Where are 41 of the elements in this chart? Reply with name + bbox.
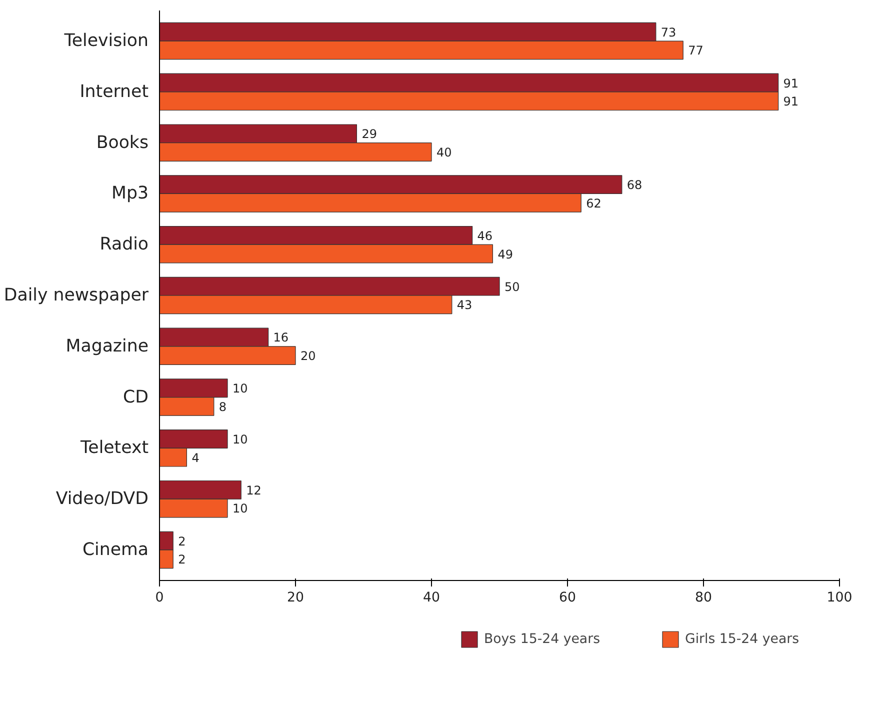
x-tick-label: 40 [423, 590, 440, 606]
data-label: 43 [456, 298, 472, 312]
x-tick-label: 0 [155, 590, 164, 606]
data-label: 46 [477, 228, 493, 243]
y-tick-label: Teletext [80, 438, 149, 458]
data-label: 62 [586, 196, 602, 210]
y-tick-label: Video/DVD [56, 489, 148, 510]
legend-label: Girls 15-24 years [685, 632, 800, 646]
x-tick-label: 100 [826, 590, 852, 606]
data-label: 10 [232, 502, 248, 516]
data-label: 91 [783, 76, 799, 90]
data-label: 16 [273, 330, 289, 345]
data-label: 29 [362, 127, 377, 142]
y-tick-label: CD [123, 387, 149, 408]
x-tick-label: 80 [695, 590, 712, 606]
data-label: 8 [218, 400, 227, 414]
x-tick-label: 60 [559, 590, 576, 606]
y-tick-label: Magazine [66, 336, 149, 356]
data-label: 2 [178, 552, 186, 567]
data-label: 40 [436, 145, 452, 160]
x-tick-label: 20 [287, 590, 304, 606]
y-tick-label: Cinema [82, 540, 149, 560]
data-label: 68 [626, 178, 642, 192]
y-tick-label: Mp3 [112, 184, 149, 204]
y-tick-label: Books [96, 132, 149, 153]
data-label: 73 [660, 25, 676, 40]
y-tick-label: Internet [80, 82, 149, 102]
data-label: 12 [246, 483, 262, 498]
y-tick-label: Radio [100, 234, 149, 255]
data-label: 2 [178, 534, 186, 548]
data-label: 10 [232, 382, 248, 396]
data-label: 91 [783, 94, 799, 109]
y-tick-label: Television [63, 31, 149, 52]
data-label: 4 [192, 450, 200, 465]
data-label: 49 [498, 247, 513, 262]
data-label: 20 [300, 349, 316, 364]
data-label: 77 [688, 44, 704, 58]
data-label: 50 [504, 280, 520, 294]
y-tick-label: Daily newspaper [4, 286, 150, 306]
data-label: 10 [232, 432, 248, 447]
legend-label: Boys 15-24 years [484, 632, 600, 646]
